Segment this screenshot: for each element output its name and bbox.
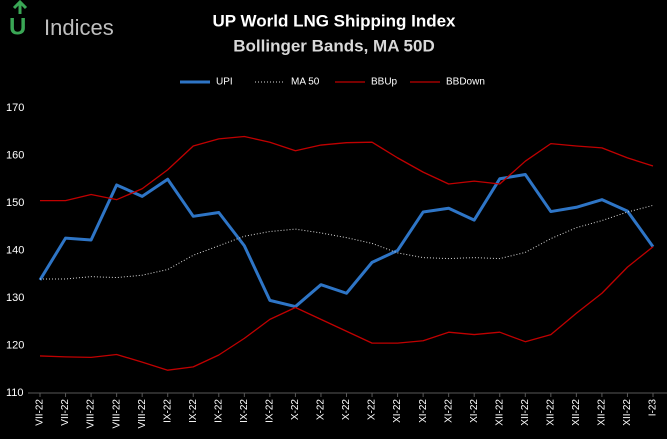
logo-text: Indices xyxy=(44,15,114,40)
x-tick-label: XII-22 xyxy=(494,399,505,426)
x-tick-label: XII-22 xyxy=(622,399,633,426)
x-tick-label: XII-22 xyxy=(545,399,556,426)
legend-label: BBUp xyxy=(371,77,398,88)
y-tick-label: 160 xyxy=(6,149,24,161)
x-tick-label: XII-22 xyxy=(520,399,531,426)
y-tick-label: 140 xyxy=(6,244,24,256)
logo-mark: U xyxy=(9,13,26,40)
x-tick-label: XI-22 xyxy=(443,399,454,423)
logo: U Indices xyxy=(9,0,114,40)
x-tick-label: X-22 xyxy=(316,399,327,421)
x-tick-label: XII-22 xyxy=(597,399,608,426)
y-tick-label: 170 xyxy=(6,102,24,114)
x-tick-label: X-22 xyxy=(367,399,378,421)
x-tick-label: I-23 xyxy=(648,399,659,417)
y-tick-label: 150 xyxy=(6,197,24,209)
legend-label: MA 50 xyxy=(291,77,320,88)
x-tick-label: IX-22 xyxy=(213,399,224,423)
x-tick-label: VII-22 xyxy=(35,399,46,426)
x-tick-label: IX-22 xyxy=(239,399,250,423)
x-tick-label: XI-22 xyxy=(392,399,403,423)
x-tick-label: VIII-22 xyxy=(137,399,148,429)
series-line xyxy=(40,135,654,202)
x-tick-label: XII-22 xyxy=(571,399,582,426)
x-tick-label: XI-22 xyxy=(418,399,429,423)
x-tick-label: VII-22 xyxy=(60,399,71,426)
y-tick-label: 120 xyxy=(6,339,24,351)
x-tick-label: IX-22 xyxy=(265,399,276,423)
x-tick-label: IX-22 xyxy=(162,399,173,423)
x-tick-label: VIII-22 xyxy=(86,399,97,429)
x-tick-label: XI-22 xyxy=(469,399,480,423)
logo-arrow xyxy=(12,0,28,14)
chart-subtitle: Bollinger Bands, MA 50D xyxy=(233,36,435,55)
legend-label: UPI xyxy=(216,77,233,88)
x-tick-label: X-22 xyxy=(290,399,301,421)
series-line xyxy=(39,246,654,371)
y-tick-label: 110 xyxy=(6,387,24,399)
series-line xyxy=(38,173,655,309)
y-tick-label: 130 xyxy=(6,292,24,304)
series-line xyxy=(40,204,654,280)
x-tick-label: X-22 xyxy=(341,399,352,421)
x-tick-label: VIII-22 xyxy=(111,399,122,429)
x-tick-label: IX-22 xyxy=(188,399,199,423)
chart-title: UP World LNG Shipping Index xyxy=(212,11,456,30)
legend-label: BBDown xyxy=(446,77,485,88)
